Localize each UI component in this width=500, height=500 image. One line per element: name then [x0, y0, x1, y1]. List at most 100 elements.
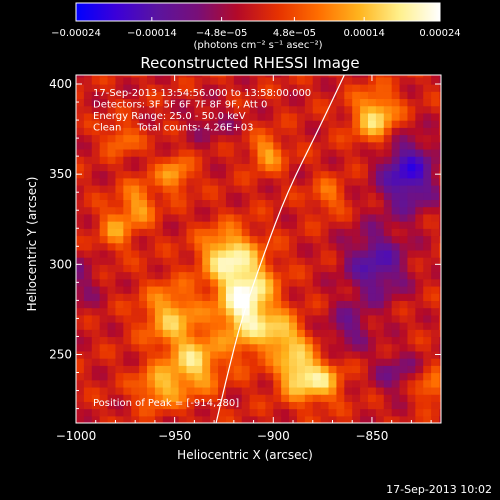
heatmap-cell — [360, 163, 369, 172]
heatmap-cell — [336, 177, 345, 186]
heatmap-cell — [178, 264, 188, 273]
heatmap-cell — [375, 163, 385, 172]
heatmap-cell — [265, 184, 274, 193]
heatmap-cell — [162, 221, 172, 229]
heatmap-cell — [391, 120, 401, 128]
heatmap-cell — [241, 76, 251, 85]
heatmap-cell — [139, 199, 148, 208]
colorbar-tick-label: 4.8e−05 — [273, 28, 316, 39]
heatmap-cell — [225, 105, 235, 114]
heatmap-cell — [139, 91, 148, 100]
heatmap-cell — [241, 221, 251, 229]
heatmap-cell — [312, 300, 322, 309]
heatmap-cell — [107, 386, 117, 395]
heatmap-cell — [375, 184, 385, 193]
heatmap-cell — [202, 105, 211, 114]
heatmap-cell — [344, 401, 353, 410]
heatmap-cell — [147, 322, 156, 330]
heatmap-cell — [194, 300, 203, 309]
heatmap-cell — [273, 184, 282, 193]
heatmap-cell — [423, 163, 432, 172]
heatmap-cell — [304, 141, 314, 150]
heatmap-cell — [202, 242, 211, 251]
heatmap-cell — [336, 156, 345, 164]
heatmap-cell — [368, 213, 377, 222]
heatmap-cell — [139, 156, 148, 164]
heatmap-cell — [147, 293, 156, 301]
heatmap-cell — [186, 365, 195, 374]
heatmap-cell — [265, 120, 274, 128]
heatmap-cell — [233, 365, 243, 374]
heatmap-cell — [257, 105, 267, 114]
heatmap-cell — [83, 350, 93, 359]
heatmap-cell — [439, 221, 441, 229]
heatmap-cell — [336, 134, 345, 143]
heatmap-cell — [257, 408, 267, 417]
heatmap-cell — [328, 156, 338, 164]
heatmap-cell — [115, 379, 124, 388]
heatmap-cell — [225, 285, 235, 294]
heatmap-cell — [233, 192, 243, 201]
heatmap-cell — [320, 75, 330, 78]
heatmap-cell — [107, 365, 117, 374]
heatmap-cell — [439, 329, 441, 338]
heatmap-cell — [233, 163, 243, 172]
heatmap-cell — [391, 98, 401, 107]
heatmap-cell — [423, 350, 432, 359]
heatmap-cell — [162, 206, 172, 215]
heatmap-cell — [360, 141, 369, 150]
heatmap-cell — [368, 127, 377, 136]
heatmap-cell — [202, 394, 211, 402]
heatmap-cell — [225, 120, 235, 128]
heatmap-cell — [383, 242, 393, 251]
heatmap-cell — [360, 249, 369, 258]
heatmap-cell — [91, 75, 101, 78]
heatmap-cell — [218, 235, 227, 244]
heatmap-cell — [407, 300, 416, 309]
x-tick-label: −1000 — [56, 429, 97, 443]
heatmap-cell — [123, 365, 132, 374]
heatmap-cell — [407, 307, 416, 316]
heatmap-cell — [131, 408, 140, 417]
heatmap-cell — [375, 415, 385, 423]
heatmap-cell — [320, 379, 330, 388]
heatmap-cell — [423, 408, 432, 417]
heatmap-cell — [218, 228, 227, 237]
heatmap-cell — [344, 358, 353, 366]
heatmap-cell — [407, 76, 416, 85]
heatmap-cell — [328, 386, 338, 395]
heatmap-cell — [107, 329, 117, 338]
heatmap-cell — [336, 408, 345, 417]
heatmap-cell — [312, 192, 322, 201]
heatmap-cell — [107, 235, 117, 244]
heatmap-cell — [304, 285, 314, 294]
heatmap-cell — [107, 75, 117, 78]
heatmap-cell — [391, 257, 401, 265]
heatmap-cell — [99, 386, 109, 395]
heatmap-cell — [352, 293, 361, 301]
heatmap-cell — [83, 235, 93, 244]
heatmap-cell — [265, 206, 274, 215]
heatmap-cell — [352, 408, 361, 417]
heatmap-cell — [289, 249, 298, 258]
heatmap-cell — [170, 199, 180, 208]
heatmap-cell — [170, 221, 180, 229]
heatmap-cell — [265, 336, 274, 345]
heatmap-cell — [391, 358, 401, 366]
heatmap-cell — [123, 278, 132, 287]
colorbar-tick-label: −0.00014 — [127, 28, 177, 39]
heatmap-cell — [91, 336, 101, 345]
heatmap-cell — [439, 314, 441, 323]
heatmap-cell — [431, 300, 440, 309]
heatmap-cell — [218, 300, 227, 309]
heatmap-cell — [312, 148, 322, 157]
heatmap-cell — [170, 336, 180, 345]
heatmap-cell — [249, 386, 259, 395]
heatmap-cell — [423, 322, 432, 330]
heatmap-cell — [439, 336, 441, 345]
heatmap-cell — [352, 365, 361, 374]
heatmap-cell — [383, 329, 393, 338]
heatmap-cell — [407, 408, 416, 417]
heatmap-cell — [210, 112, 219, 121]
heatmap-cell — [241, 343, 251, 352]
